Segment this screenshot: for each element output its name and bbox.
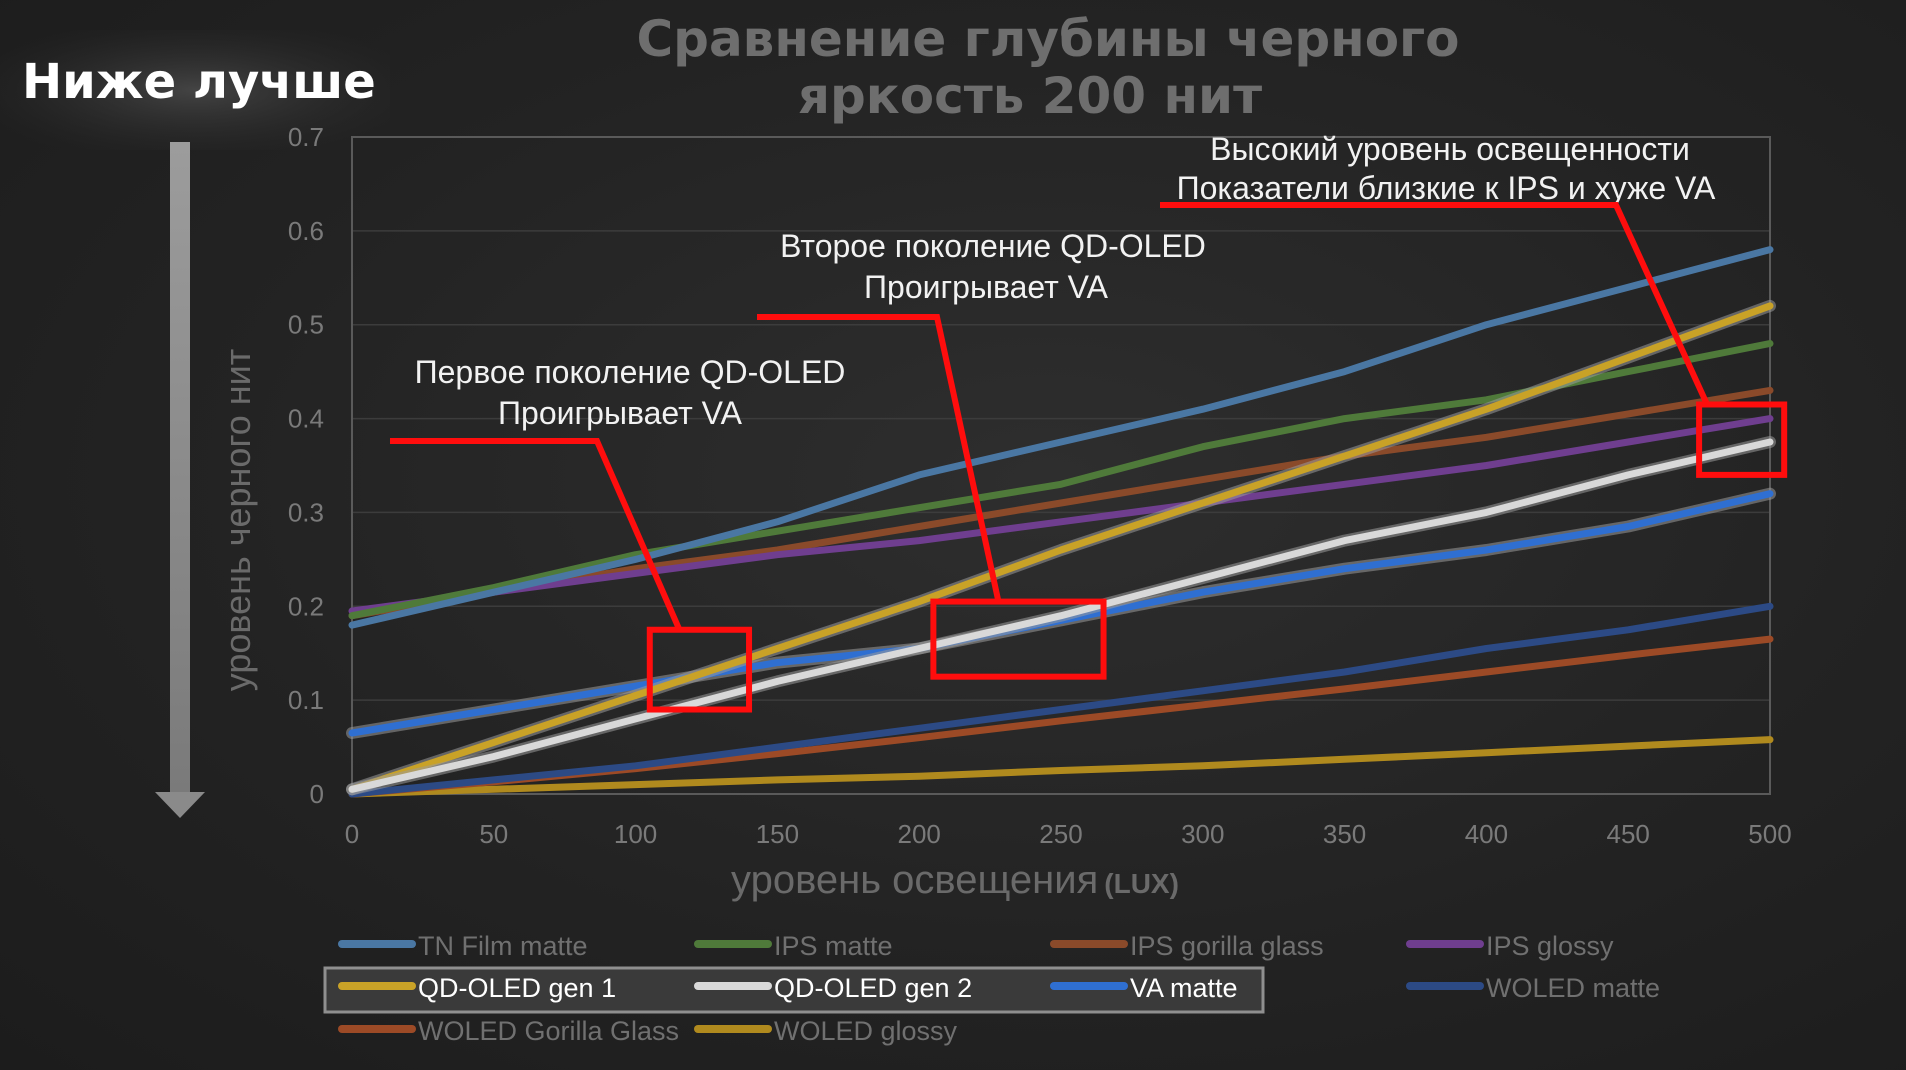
chart-title-line1: Сравнение глубины черного xyxy=(636,10,1459,68)
x-tick-label: 0 xyxy=(345,819,359,849)
y-tick-label: 0.7 xyxy=(288,122,324,152)
y-tick-label: 0.4 xyxy=(288,404,324,434)
down-arrow-icon xyxy=(155,142,205,818)
annotations: Первое поколение QD-OLED Проигрывает VA Вт… xyxy=(390,131,1788,713)
x-tick-label: 400 xyxy=(1465,819,1508,849)
x-tick-label: 100 xyxy=(614,819,657,849)
series-qd-oled-gen-1 xyxy=(348,302,1774,793)
x-tick-label: 200 xyxy=(898,819,941,849)
series-qd-oled-gen-2 xyxy=(348,438,1774,793)
legend-label-woled-gorilla-glass: WOLED Gorilla Glass xyxy=(418,1016,679,1046)
y-tick-label: 0 xyxy=(310,779,324,809)
annotation-leader xyxy=(1160,202,1710,406)
series-woled-matte xyxy=(348,602,1774,798)
annotation-leader xyxy=(390,438,683,631)
better-lower-badge: Ниже лучше xyxy=(22,54,376,110)
x-axis-label: уровень освещения (LUX) xyxy=(731,858,1179,902)
annotation-box xyxy=(1696,401,1788,478)
legend-label-va-matte: VA matte xyxy=(1130,973,1238,1003)
legend-label-qd-oled-gen-2: QD-OLED gen 2 xyxy=(774,973,972,1003)
legend-label-tn-film-matte: TN Film matte xyxy=(418,931,588,961)
annotation-line1: Второе поколение QD-OLED xyxy=(780,228,1206,264)
y-tick-label: 0.3 xyxy=(288,497,324,527)
legend-label-woled-matte: WOLED matte xyxy=(1486,973,1660,1003)
legend-label-ips-gorilla-glass: IPS gorilla glass xyxy=(1130,931,1324,961)
y-axis-label: уровень черного нит xyxy=(217,349,258,692)
y-tick-label: 0.2 xyxy=(288,591,324,621)
legend-label-ips-glossy: IPS glossy xyxy=(1486,931,1614,961)
y-tick-label: 0.5 xyxy=(288,310,324,340)
plot-area xyxy=(351,136,1771,795)
legend: TN Film matte IPS matte IPS gorilla glass I… xyxy=(338,931,1660,1046)
x-tick-label: 500 xyxy=(1748,819,1791,849)
annotation-line1: Первое поколение QD-OLED xyxy=(415,354,846,390)
annotation-leader xyxy=(757,314,1002,603)
x-tick-label: 50 xyxy=(479,819,508,849)
chart-title-line2: яркость 200 нит xyxy=(798,67,1262,125)
badge-glow xyxy=(0,30,390,150)
tick-labels: 0 0.1 0.2 0.3 0.4 0.5 0.6 0.7 0 50 100 150 200 250 300… xyxy=(288,122,1792,849)
annotation-box xyxy=(930,598,1107,680)
annotation-box xyxy=(646,626,753,713)
x-tick-label: 350 xyxy=(1323,819,1366,849)
series-lines xyxy=(346,246,1776,798)
y-tick-label: 0.6 xyxy=(288,216,324,246)
x-tick-label: 450 xyxy=(1607,819,1650,849)
legend-label-qd-oled-gen-1: QD-OLED gen 1 xyxy=(418,973,616,1003)
x-tick-label: 250 xyxy=(1039,819,1082,849)
annotation-line1: Высокий уровень освещенности xyxy=(1210,131,1690,167)
y-tick-label: 0.1 xyxy=(288,685,324,715)
x-tick-label: 300 xyxy=(1181,819,1224,849)
series-tn-film-matte xyxy=(348,246,1774,629)
legend-label-ips-matte: IPS matte xyxy=(774,931,893,961)
annotation-line2: Проигрывает VA xyxy=(864,269,1109,305)
x-tick-label: 150 xyxy=(756,819,799,849)
series-ips-glossy xyxy=(348,415,1774,615)
series-woled-glossy xyxy=(348,736,1774,798)
annotation-line2: Показатели близкие к IPS и хуже VA xyxy=(1177,170,1716,206)
legend-label-woled-glossy: WOLED glossy xyxy=(774,1016,958,1046)
annotation-line2: Проигрывает VA xyxy=(498,395,743,431)
